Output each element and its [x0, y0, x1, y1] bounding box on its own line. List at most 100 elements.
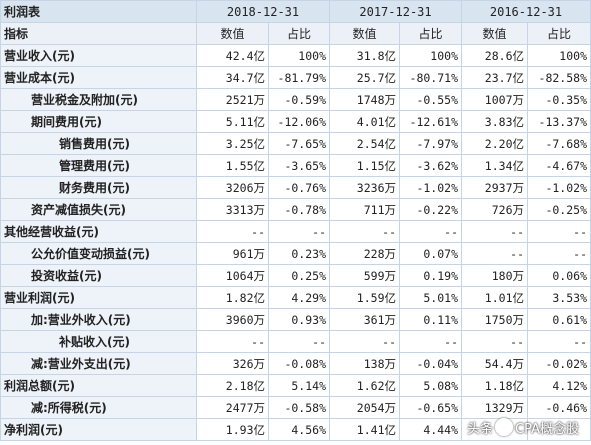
ratio-cell: 5.01% [399, 286, 462, 309]
ratio-cell: -3.65% [268, 154, 330, 177]
ratio-cell: 5.08% [399, 374, 462, 397]
value-cell: 42.4亿 [196, 44, 269, 67]
table-row: 投资收益(元) 1064万 0.25% 599万 0.19% 180万 0.06% [0, 264, 591, 287]
table-row: 管理费用(元) 1.55亿 -3.65% 1.15亿 -3.62% 1.34亿 -4.67% [0, 154, 591, 177]
value-cell: 180万 [461, 264, 528, 287]
value-cell: -- [461, 330, 528, 353]
ratio-cell: -- [268, 220, 330, 243]
ratio-cell: 0.11% [399, 308, 462, 331]
ratio-cell: -0.76% [268, 176, 330, 199]
value-cell: 23.7亿 [461, 66, 528, 89]
value-cell: 1.01亿 [461, 286, 528, 309]
table-row: 利润总额(元) 2.18亿 5.14% 1.62亿 5.08% 1.18亿 4.12% [0, 374, 591, 397]
row-label: 销售费用(元) [0, 132, 197, 155]
ratio-cell: -0.55% [399, 88, 462, 111]
row-label: 营业收入(元) [0, 44, 197, 67]
value-cell: 228万 [329, 242, 400, 265]
value-cell: 5.11亿 [196, 110, 269, 133]
table-row: 资产减值损失(元) 3313万 -0.78% 711万 -0.22% 726万 -0.25% [0, 198, 591, 221]
row-label: 管理费用(元) [0, 154, 197, 177]
row-label: 补贴收入(元) [0, 330, 197, 353]
ratio-cell: -0.22% [399, 198, 462, 221]
ratio-cell: -0.04% [399, 352, 462, 375]
ratio-cell: 0.07% [399, 242, 462, 265]
ratio-cell: 100% [399, 44, 462, 67]
row-label: 营业利润(元) [0, 286, 197, 309]
value-cell: 2477万 [196, 396, 269, 419]
ratio-cell: -7.68% [527, 132, 591, 155]
ratio-header: 占比 [399, 22, 462, 45]
table-title: 利润表 [0, 0, 197, 23]
ratio-cell: -0.65% [399, 396, 462, 419]
ratio-cell: -0.35% [527, 88, 591, 111]
value-cell: 31.8亿 [329, 44, 400, 67]
year-header-row: 利润表 2018-12-31 2017-12-31 2016-12-31 [0, 0, 591, 23]
ratio-cell: 5.14% [268, 374, 330, 397]
year-header-2016: 2016-12-31 [461, 0, 591, 23]
ratio-cell: -0.59% [268, 88, 330, 111]
ratio-cell: 4.56% [268, 418, 330, 441]
ratio-cell: -1.02% [527, 176, 591, 199]
value-cell: 1.82亿 [196, 286, 269, 309]
ratio-cell: -13.37% [527, 110, 591, 133]
value-cell: 138万 [329, 352, 400, 375]
row-label: 营业税金及附加(元) [0, 88, 197, 111]
value-cell: 54.4万 [461, 352, 528, 375]
value-cell: -- [196, 330, 269, 353]
index-header: 指标 [0, 22, 197, 45]
value-cell: 3.83亿 [461, 110, 528, 133]
ratio-cell: -- [527, 242, 591, 265]
value-cell: 361万 [329, 308, 400, 331]
ratio-cell: -- [399, 220, 462, 243]
ratio-cell: -0.46% [527, 396, 591, 419]
ratio-cell: 0.25% [268, 264, 330, 287]
ratio-cell: -3.62% [399, 154, 462, 177]
ratio-cell: -0.58% [268, 396, 330, 419]
ratio-cell: -82.58% [527, 66, 591, 89]
row-label: 期间费用(元) [0, 110, 197, 133]
ratio-cell: -81.79% [268, 66, 330, 89]
value-cell: 2.18亿 [196, 374, 269, 397]
ratio-header: 占比 [268, 22, 330, 45]
watermark-text-before: 头条 [467, 422, 494, 437]
value-cell: -- [329, 220, 400, 243]
ratio-cell: 100% [527, 44, 591, 67]
ratio-cell: 0.19% [399, 264, 462, 287]
ratio-cell: 4.12% [527, 374, 591, 397]
value-cell: 711万 [329, 198, 400, 221]
table-row: 加:营业外收入(元) 3960万 0.93% 361万 0.11% 1750万 0.61% [0, 308, 591, 331]
value-cell: -- [461, 220, 528, 243]
row-label: 营业成本(元) [0, 66, 197, 89]
row-label: 财务费用(元) [0, 176, 197, 199]
value-header: 数值 [196, 22, 269, 45]
table-row: 营业利润(元) 1.82亿 4.29% 1.59亿 5.01% 1.01亿 3.53% [0, 286, 591, 309]
ratio-cell: -0.25% [527, 198, 591, 221]
value-cell: -- [461, 242, 528, 265]
ratio-cell: 4.29% [268, 286, 330, 309]
value-cell: 2.20亿 [461, 132, 528, 155]
table-row: 减:营业外支出(元) 326万 -0.08% 138万 -0.04% 54.4万 -0.02… [0, 352, 591, 375]
ratio-cell: 0.61% [527, 308, 591, 331]
value-cell: -- [329, 330, 400, 353]
table-row: 减:所得税(元) 2477万 -0.58% 2054万 -0.65% 1329万 -0.46… [0, 396, 591, 419]
ratio-cell: 100% [268, 44, 330, 67]
value-cell: 2054万 [329, 396, 400, 419]
value-cell: 1.15亿 [329, 154, 400, 177]
value-cell: 1.18亿 [461, 374, 528, 397]
ratio-cell: 0.93% [268, 308, 330, 331]
ratio-cell: -- [527, 330, 591, 353]
value-cell: 3960万 [196, 308, 269, 331]
ratio-cell: 4.44% [399, 418, 462, 441]
value-cell: 1748万 [329, 88, 400, 111]
table-row: 公允价值变动损益(元) 961万 0.23% 228万 0.07% -- -- [0, 242, 591, 265]
ratio-cell: -- [527, 220, 591, 243]
ratio-cell: -12.06% [268, 110, 330, 133]
value-cell: 3313万 [196, 198, 269, 221]
value-cell: 1.34亿 [461, 154, 528, 177]
value-cell: 1007万 [461, 88, 528, 111]
ratio-cell: -1.02% [399, 176, 462, 199]
table-row: 营业成本(元) 34.7亿 -81.79% 25.7亿 -80.71% 23.7亿 -82.… [0, 66, 591, 89]
table-row: 其他经营收益(元) -- -- -- -- -- -- [0, 220, 591, 243]
